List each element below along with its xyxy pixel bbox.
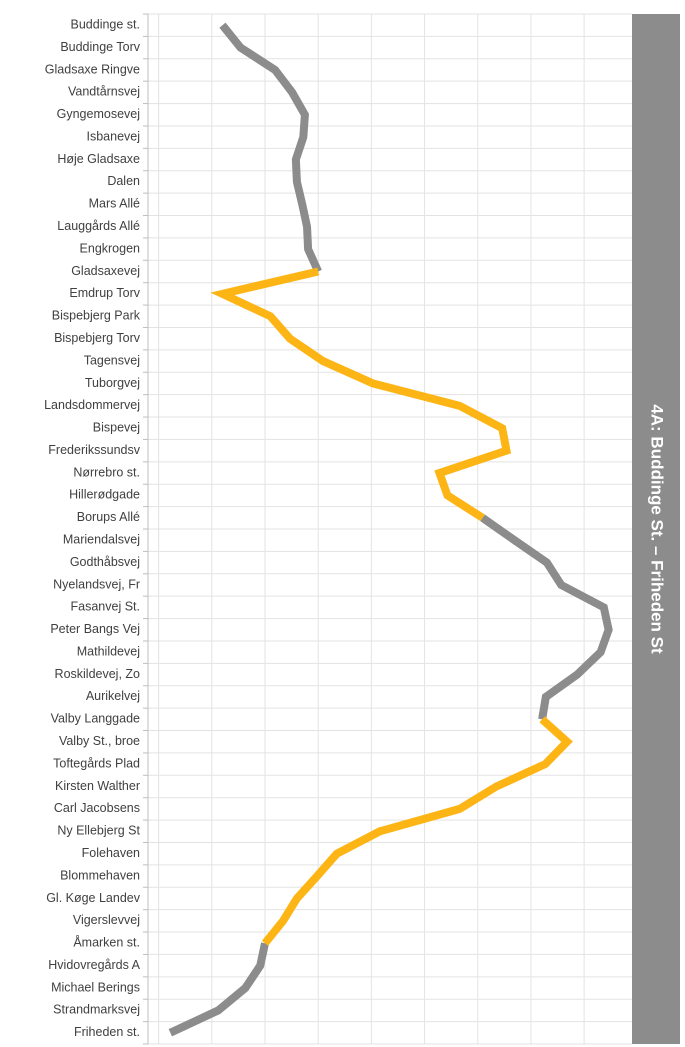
y-tick-label: Nørrebro st. (73, 465, 140, 479)
line-series (210, 267, 573, 946)
y-tick-label: Gl. Køge Landev (46, 891, 141, 905)
y-tick-label: Bispebjerg Torv (54, 331, 141, 345)
y-tick-label: Valby St., broe (59, 734, 140, 748)
y-tick-label: Vigerslevvej (73, 913, 140, 927)
chart-title: 4A: Buddinge St. – Friheden St (648, 404, 667, 654)
y-tick-label: Tagensvej (84, 353, 140, 367)
y-tick-label: Bispevej (93, 421, 140, 435)
y-tick-label: Kirsten Walther (55, 779, 140, 793)
y-tick-label: Buddinge Torv (60, 40, 140, 54)
y-tick-label: Lauggårds Allé (57, 219, 140, 233)
y-tick-label: Buddinge st. (71, 17, 141, 31)
y-tick-label: Toftegårds Plad (53, 756, 140, 770)
y-tick-label: Vandtårnsvej (68, 85, 140, 99)
y-tick-label: Carl Jacobsens (54, 801, 140, 815)
y-tick-label: Gladsaxe Ringve (45, 62, 140, 76)
y-tick-label: Hvidovregårds A (48, 958, 140, 972)
y-tick-label: Engkrogen (80, 241, 141, 255)
y-tick-label: Høje Gladsaxe (57, 152, 140, 166)
y-tick-label: Mariendalsvej (63, 532, 140, 546)
y-tick-label: Folehaven (82, 846, 140, 860)
y-tick-label: Roskildevej, Zo (55, 667, 140, 681)
y-tick-label: Friheden st. (74, 1025, 140, 1039)
y-tick-label: Peter Bangs Vej (50, 622, 140, 636)
y-tick-label: Aurikelvej (86, 689, 140, 703)
y-tick-label: Valby Langgade (51, 712, 140, 726)
y-tick-label: Michael Berings (51, 980, 140, 994)
y-tick-label: Borups Allé (77, 510, 140, 524)
y-tick-label: Mathildevej (77, 644, 140, 658)
y-tick-label: Mars Allé (89, 197, 140, 211)
y-tick-label: Godthåbsvej (70, 555, 140, 569)
y-tick-label: Gyngemosevej (57, 107, 140, 121)
y-tick-label: Landsdommervej (44, 398, 140, 412)
title-band (632, 14, 680, 1044)
y-tick-label: Åmarken st. (73, 935, 140, 950)
y-tick-label: Bispebjerg Park (52, 309, 141, 323)
y-tick-label: Emdrup Torv (69, 286, 140, 300)
y-tick-label: Ny Ellebjerg St (57, 824, 140, 838)
y-tick-label: Hillerødgade (69, 488, 140, 502)
y-tick-label: Fasanvej St. (71, 600, 140, 614)
y-tick-label: Strandmarksvej (53, 1003, 140, 1017)
y-tick-label: Gladsaxevej (71, 264, 140, 278)
line-series (168, 22, 613, 1037)
y-tick-label: Frederikssundsv (48, 443, 140, 457)
y-tick-label: Dalen (107, 174, 140, 188)
y-tick-label: Blommehaven (60, 868, 140, 882)
y-tick-label: Nyelandsvej, Fr (53, 577, 140, 591)
y-tick-label: Tuborgvej (85, 376, 140, 390)
y-tick-label: Isbanevej (86, 129, 140, 143)
